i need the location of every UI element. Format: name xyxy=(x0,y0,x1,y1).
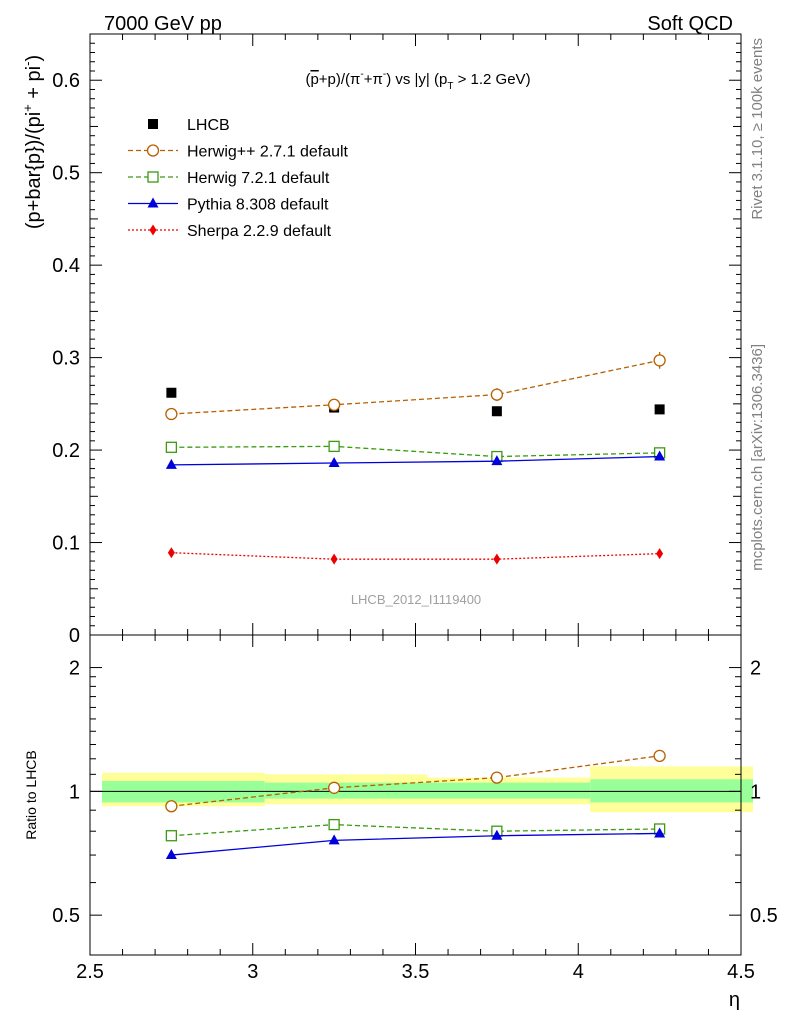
y-tick-label: 0.6 xyxy=(52,70,80,92)
legend-marker-herwig7 xyxy=(147,171,159,183)
legend-label-herwig7: Herwig 7.2.1 default xyxy=(187,170,330,187)
y-tick-label: 0.3 xyxy=(52,348,80,370)
data-point-herwigpp xyxy=(327,398,341,411)
data-point-herwigpp xyxy=(490,388,504,401)
ratio-uncertainty-bands xyxy=(90,766,753,813)
main-series-layer xyxy=(165,352,666,565)
ratio-point-herwigpp xyxy=(165,800,178,813)
ratio-point-pythia xyxy=(654,827,666,838)
header-right: Soft QCD xyxy=(647,13,733,35)
ratio-line-herwig7 xyxy=(171,823,660,837)
series-line-herwigpp xyxy=(171,359,660,415)
ratio-point-herwigpp xyxy=(653,749,666,762)
analysis-watermark: LHCB_2012_I1119400 xyxy=(351,592,481,607)
ratio-point-herwigpp xyxy=(490,771,504,784)
series-line-sherpa xyxy=(171,552,660,560)
axes-layer: 2.5 3 3.5 4 4.5 0 0.1 0.2 0.3 0.4 0.5 0.6 0.5 0.5 1 1 2 2 xyxy=(52,33,778,983)
x-tick-label: 2.5 xyxy=(76,961,104,983)
ratio-point-pythia xyxy=(491,829,503,840)
ratio-band-inner xyxy=(590,779,753,803)
legend-marker-pythia xyxy=(147,197,159,208)
x-tick-label: 4.5 xyxy=(727,961,755,983)
data-point-herwigpp xyxy=(165,407,178,421)
legend-marker-herwigpp xyxy=(146,144,160,157)
y-tick-label: 0.5 xyxy=(52,163,80,185)
header-left: 7000 GeV pp xyxy=(104,13,222,35)
data-point-pythia xyxy=(328,457,340,468)
data-point-sherpa xyxy=(656,548,664,560)
ratio-y-label: Ratio to LHCB xyxy=(23,750,39,839)
ratio-series-layer xyxy=(165,749,666,860)
legend: LHCB Herwig++ 2.7.1 default Herwig 7.2.1 d… xyxy=(128,117,349,240)
ratio-y-tick-label: 1 xyxy=(69,781,80,803)
data-point-sherpa xyxy=(493,553,501,565)
legend-marker-lhcb xyxy=(148,119,158,129)
data-point-pythia xyxy=(491,455,503,466)
x-tick-label: 3.5 xyxy=(402,961,430,983)
ratio-y-tick-label: 0.5 xyxy=(52,905,80,927)
ratio-y-tick-label-right: 0.5 xyxy=(750,905,778,927)
y-tick-label: 0.4 xyxy=(52,255,80,277)
x-tick-label: 3 xyxy=(247,961,258,983)
ratio-y-tick-label-right: 2 xyxy=(750,658,761,680)
data-point-sherpa xyxy=(330,553,338,565)
legend-label-herwigpp: Herwig++ 2.7.1 default xyxy=(187,144,349,161)
ratio-point-herwig7 xyxy=(328,818,340,831)
data-point-herwig7 xyxy=(328,440,340,453)
series-line-herwig7 xyxy=(171,445,660,458)
ratio-point-pythia xyxy=(328,834,340,845)
ratio-line-herwigpp xyxy=(171,755,660,807)
data-point-pythia xyxy=(654,450,666,461)
data-point-sherpa xyxy=(167,547,175,559)
y-tick-label: 0.2 xyxy=(52,440,80,462)
legend-marker-sherpa xyxy=(149,224,157,236)
data-point-pythia xyxy=(165,458,177,469)
mcplots-label: mcplots.cern.ch [arXiv:1306.3436] xyxy=(749,344,766,571)
data-point-lhcb xyxy=(166,387,177,398)
rivet-label: Rivet 3.1.10, ≥ 100k events xyxy=(749,38,766,220)
data-point-herwig7 xyxy=(165,441,178,453)
series-line-pythia xyxy=(171,455,660,466)
data-point-lhcb xyxy=(491,406,502,417)
main-y-label: (p+bar{p})/(pi+ + pi-) xyxy=(20,55,45,229)
legend-label-sherpa: Sherpa 2.2.9 default xyxy=(187,223,332,240)
legend-label-lhcb: LHCB xyxy=(187,117,230,134)
main-title: (p+p)/(π-+π-) vs |y| (pT > 1.2 GeV) xyxy=(305,69,530,92)
ratio-band-inner xyxy=(264,782,428,799)
data-point-lhcb xyxy=(654,404,665,415)
x-axis-label: η xyxy=(729,989,740,1011)
ratio-point-herwig7 xyxy=(165,830,178,842)
ratio-line-pythia xyxy=(171,832,660,856)
x-tick-label: 4 xyxy=(573,961,584,983)
y-tick-label: 0.1 xyxy=(52,533,80,555)
ratio-y-tick-label: 2 xyxy=(69,658,80,680)
legend-label-pythia: Pythia 8.308 default xyxy=(187,197,329,214)
y-tick-label: 0 xyxy=(69,625,80,647)
data-point-herwigpp xyxy=(653,354,666,367)
ratio-point-herwigpp xyxy=(327,781,341,794)
ratio-point-pythia xyxy=(165,849,177,860)
ratio-band-inner xyxy=(427,782,591,799)
ratio-y-tick-label-right: 1 xyxy=(750,781,761,803)
